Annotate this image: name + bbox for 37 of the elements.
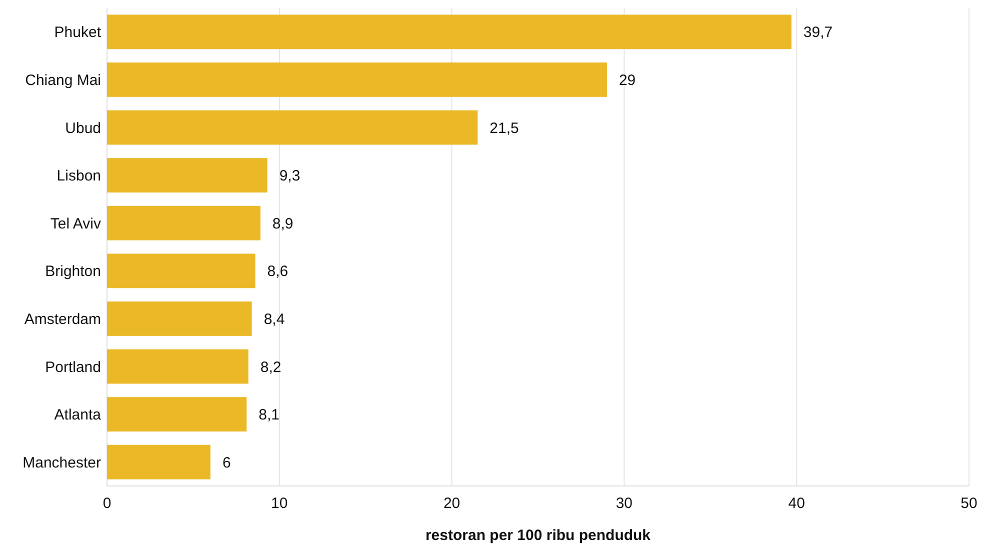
bar [107,14,792,50]
bar [107,349,248,384]
data-label: 39,7 [803,24,833,42]
bar [107,62,607,97]
y-tick-label: Chiang Mai [25,72,101,89]
x-tick-label: 20 [443,495,460,512]
bar [107,301,252,336]
data-label: 6 [222,454,231,472]
x-tick-label: 0 [102,495,112,512]
y-tick-label: Portland [45,358,101,376]
bar [107,206,260,240]
bar [107,110,478,145]
y-tick-label: Manchester [22,454,101,472]
bar [107,444,210,480]
data-label: 8,9 [272,215,294,232]
x-tick-label: 40 [788,495,805,512]
x-tick-label: 30 [616,495,633,512]
bar [107,397,247,432]
bar [107,158,268,193]
data-label: 8,6 [267,263,288,280]
y-tick-label: Amsterdam [24,310,101,328]
y-tick-label: Atlanta [54,406,102,424]
x-tick-label: 50 [960,495,978,512]
y-tick-label: Lisbon [56,168,101,185]
x-axis-title: restoran per 100 ribu penduduk [425,527,652,544]
bar [107,254,256,288]
data-label: 9,3 [279,168,300,185]
data-label: 8,2 [260,358,282,376]
data-label: 29 [618,72,636,89]
x-tick-label: 10 [271,495,288,512]
y-tick-label: Tel Aviv [50,215,102,232]
data-label: 8,1 [258,406,280,424]
y-tick-label: Brighton [45,263,101,280]
data-label: 21,5 [490,120,519,137]
y-tick-label: Phuket [54,24,102,42]
data-label: 8,4 [264,310,285,328]
y-tick-label: Ubud [65,120,101,137]
